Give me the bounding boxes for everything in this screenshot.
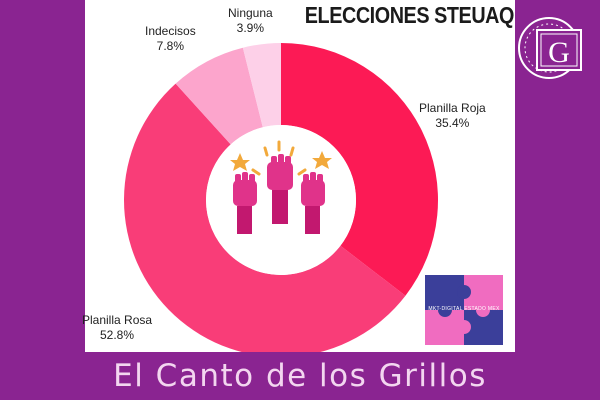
donut-chart [124,43,438,352]
puzzle-logo-icon [425,275,503,345]
slice-indecisos [175,47,263,145]
puzzle-logo: MKT-DIGITAL ESTADO MEX [425,275,503,345]
slice-ninguna [242,43,281,128]
slice-value: 7.8% [156,39,185,53]
chart-title: ELECCIONES STEUAQ [304,2,515,28]
slice-label-ninguna: Ninguna 3.9% [228,6,273,36]
slice-value: 35.4% [435,116,470,130]
raised-fists-icon [230,140,332,234]
site-footer-text: El Canto de los Grillos [113,358,487,394]
slice-value: 3.9% [236,21,265,35]
slice-name: Planilla Roja [419,101,486,115]
cg-logo-icon: G [518,17,582,79]
slice-label-planilla-roja: Planilla Roja 35.4% [419,101,486,131]
slice-label-indecisos: Indecisos 7.8% [145,24,196,54]
slice-planilla-roja [281,43,438,296]
slice-label-planilla-rosa: Planilla Rosa 52.8% [82,313,152,343]
slice-planilla-rosa [124,83,406,352]
slice-name: Ninguna [228,6,273,20]
logo-letter: G [548,36,570,69]
slice-value: 52.8% [100,328,135,342]
puzzle-text: MKT-DIGITAL ESTADO MEX [428,306,500,312]
slice-name: Planilla Rosa [82,313,153,327]
slice-name: Indecisos [145,24,196,38]
